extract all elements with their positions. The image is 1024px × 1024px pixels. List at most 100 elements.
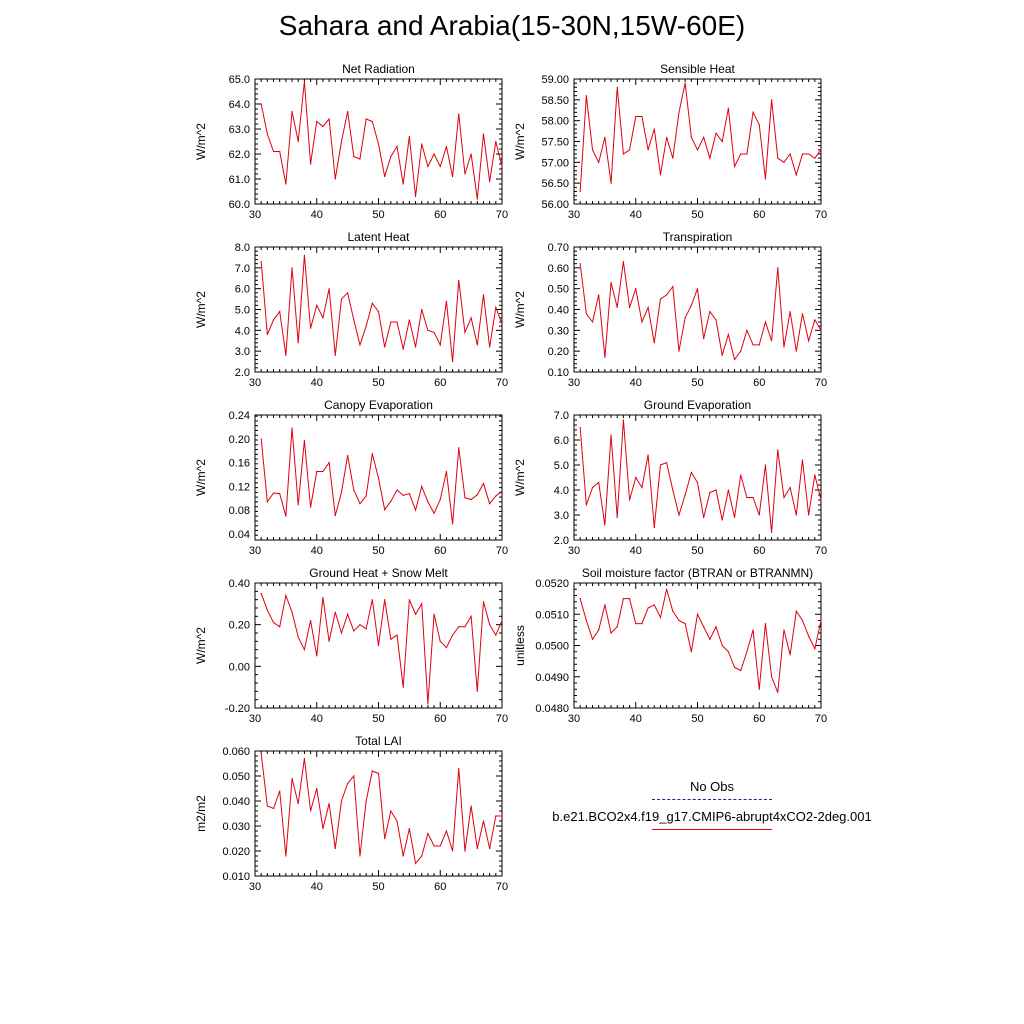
y-tick-label: 0.12 xyxy=(229,481,250,493)
data-point xyxy=(703,516,705,519)
y-tick-label: 0.08 xyxy=(229,505,250,517)
y-tick-label: 2.0 xyxy=(235,367,250,379)
data-point xyxy=(322,125,324,128)
data-point xyxy=(758,688,760,690)
data-point xyxy=(764,178,767,180)
y-tick-label: 61.0 xyxy=(229,174,250,186)
data-point xyxy=(678,111,680,113)
y-tick-label: 0.20 xyxy=(229,434,250,446)
data-point xyxy=(684,317,686,319)
data-point xyxy=(579,263,581,265)
data-point xyxy=(285,354,287,356)
data-point xyxy=(666,588,668,590)
data-point xyxy=(334,178,336,180)
y-tick-label: 0.50 xyxy=(548,284,569,296)
y-tick-label: 59.00 xyxy=(541,74,569,86)
data-point xyxy=(501,165,503,168)
data-point xyxy=(309,506,312,508)
data-point xyxy=(464,626,466,628)
data-point xyxy=(476,198,478,200)
y-tick-label: 8.0 xyxy=(235,242,250,254)
data-point xyxy=(347,613,349,615)
data-point xyxy=(789,310,791,313)
data-point xyxy=(297,802,299,805)
data-point xyxy=(266,133,268,135)
y-tick-label: 2.0 xyxy=(554,535,569,547)
data-point xyxy=(371,302,373,304)
data-point xyxy=(365,325,367,327)
data-point xyxy=(427,501,429,503)
data-point xyxy=(353,775,355,777)
panel-7: 30 40 50 60 70 -0.20 0.00 0.20 0.40 Ground Heat +… xyxy=(194,566,508,725)
data-point xyxy=(616,86,618,88)
data-point xyxy=(585,95,587,97)
data-point xyxy=(279,492,281,495)
data-point xyxy=(285,855,287,857)
data-point xyxy=(452,360,454,363)
data-point xyxy=(458,279,460,281)
y-tick-label: 3.0 xyxy=(235,346,250,358)
data-point xyxy=(377,644,380,647)
data-point xyxy=(260,752,262,755)
plot-frame xyxy=(254,78,503,205)
x-tick-label: 70 xyxy=(496,881,508,893)
y-tick-label: 4.0 xyxy=(235,325,250,337)
data-point xyxy=(628,598,631,600)
data-point xyxy=(414,862,417,865)
data-point xyxy=(433,153,435,155)
x-tick-label: 30 xyxy=(568,377,580,389)
data-point xyxy=(641,321,643,323)
data-point xyxy=(783,496,785,499)
data-point xyxy=(260,103,262,105)
data-point xyxy=(266,609,268,611)
panel-3: 30 40 50 60 70 2.0 3.0 4.0 5.0 6.0 7.0 8.0 Latent He… xyxy=(194,230,508,389)
y-tick-label: 5.0 xyxy=(554,460,569,472)
series-line xyxy=(579,83,822,192)
data-point xyxy=(353,630,355,632)
data-point xyxy=(579,598,581,600)
y-tick-label: 4.0 xyxy=(554,485,569,497)
data-point xyxy=(445,646,448,649)
data-point xyxy=(771,676,773,678)
data-point xyxy=(309,327,312,329)
panel-8: 30 40 50 60 70 0.0480 0.0490 0.0500 0.0510 0.0520… xyxy=(513,566,827,725)
series-line xyxy=(260,428,503,524)
data-point xyxy=(272,492,275,494)
data-point xyxy=(384,509,386,511)
data-point xyxy=(421,855,423,857)
legend-label-model: b.e21.BCO2x4.f19_g17.CMIP6-abrupt4xCO2-2… xyxy=(552,809,872,824)
data-point xyxy=(690,651,692,653)
data-point xyxy=(628,306,631,309)
data-point xyxy=(808,635,810,637)
data-point xyxy=(482,482,485,485)
y-tick-label: 6.0 xyxy=(235,284,250,296)
data-point xyxy=(579,190,581,193)
data-point xyxy=(752,111,754,113)
data-point xyxy=(347,454,349,457)
data-point xyxy=(279,790,281,792)
data-point xyxy=(721,519,723,521)
series-line xyxy=(579,261,822,361)
data-point xyxy=(458,447,460,449)
x-tick-label: 70 xyxy=(496,713,508,725)
data-point xyxy=(715,319,717,321)
data-point xyxy=(585,504,587,506)
data-point xyxy=(377,477,380,479)
data-point xyxy=(421,603,423,605)
legend: No Obs b.e21.BCO2x4.f19_g17.CMIP6-abrupt… xyxy=(512,778,912,838)
panel-title: Total LAI xyxy=(355,734,402,748)
y-axis-label: W/m^2 xyxy=(194,291,208,328)
data-point xyxy=(501,619,503,622)
data-point xyxy=(316,655,318,657)
data-point xyxy=(297,342,299,344)
data-point xyxy=(285,183,287,185)
data-point xyxy=(622,419,625,421)
data-point xyxy=(795,174,797,176)
y-tick-label: 0.00 xyxy=(229,661,250,673)
data-point xyxy=(501,490,503,492)
x-tick-label: 50 xyxy=(691,545,703,557)
x-tick-label: 60 xyxy=(434,881,446,893)
data-point xyxy=(604,524,606,526)
data-point xyxy=(489,624,491,626)
data-point xyxy=(334,354,336,356)
